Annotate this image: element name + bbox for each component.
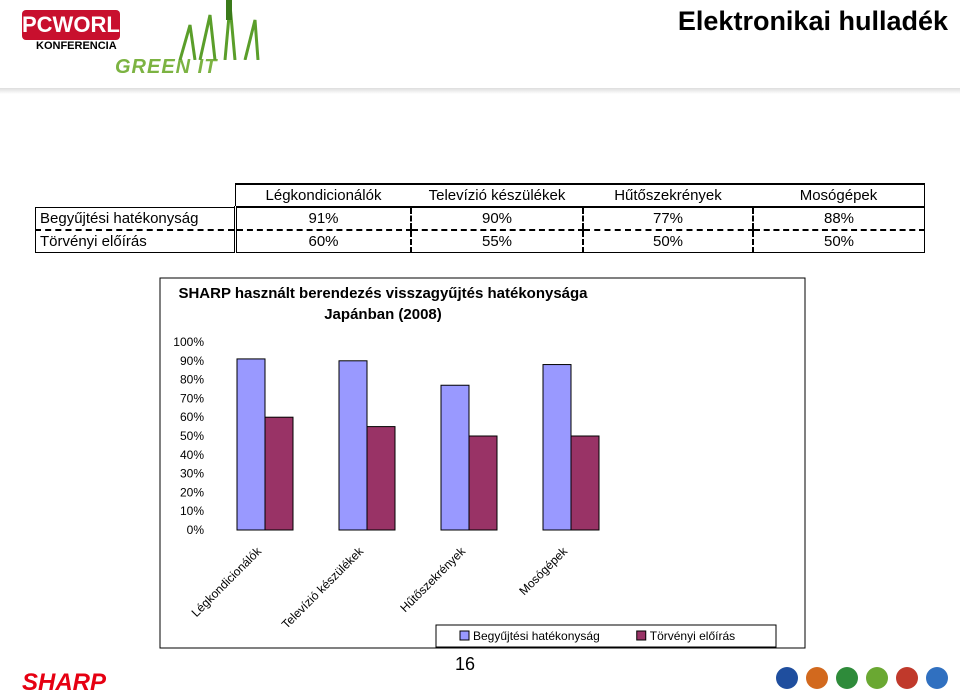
decor-dots: [776, 667, 948, 689]
bar: [338, 360, 368, 531]
x-tick-label: Mosógépek: [516, 544, 570, 598]
col-header: Légkondicionálók: [235, 183, 411, 208]
logo-pcworld: PCWORLD: [22, 10, 136, 40]
chart-title: Japánban (2008): [324, 306, 442, 323]
page-number: 16: [455, 654, 475, 674]
logo-konferencia: KONFERENCIA: [36, 40, 117, 52]
cell: 55%: [410, 230, 583, 253]
y-tick-label: 50%: [180, 429, 204, 443]
slide-title: Elektronikai hulladék: [677, 6, 948, 36]
bar: [542, 364, 572, 531]
col-header: Mosógépek: [753, 183, 925, 208]
cell: 50%: [752, 230, 925, 253]
brand-logo: SHARP: [22, 669, 107, 695]
x-tick-label: Légkondicionálók: [189, 544, 265, 620]
x-tick-label: Televízió készülékek: [279, 544, 367, 632]
x-tick-label: Hűtőszekrények: [397, 544, 468, 615]
row-label: Begyűjtési hatékonyság: [35, 206, 236, 231]
y-tick-label: 40%: [180, 448, 204, 462]
y-tick-label: 60%: [180, 410, 204, 424]
chart-title: SHARP használt berendezés visszagyűjtés …: [178, 285, 588, 302]
bar: [570, 435, 600, 531]
cell: 90%: [410, 207, 583, 231]
y-tick-label: 30%: [180, 467, 204, 481]
cell: 77%: [582, 207, 753, 231]
y-tick-label: 80%: [180, 373, 204, 387]
legend-box: [435, 624, 777, 648]
col-header: Televízió készülékek: [411, 183, 583, 208]
bar: [440, 384, 470, 531]
row-label: Törvényi előírás: [35, 230, 236, 253]
y-tick-label: 0%: [187, 523, 205, 537]
cell: 91%: [234, 207, 411, 231]
bar: [468, 435, 498, 531]
cell: 88%: [752, 207, 925, 231]
y-tick-label: 90%: [180, 354, 204, 368]
cell: 50%: [582, 230, 753, 253]
col-header: Hűtőszekrények: [583, 183, 753, 208]
data-table: Légkondicionálók Televízió készülékek Hű…: [35, 183, 925, 253]
legend-swatch: [636, 630, 647, 641]
y-tick-label: 70%: [180, 391, 204, 405]
bar: [366, 426, 396, 531]
cell: 60%: [234, 230, 411, 253]
y-tick-label: 20%: [180, 485, 204, 499]
y-tick-label: 10%: [180, 504, 204, 518]
bar: [236, 358, 266, 531]
legend-label: Törvényi előírás: [650, 629, 735, 643]
divider: [0, 88, 960, 94]
legend-swatch: [459, 630, 470, 641]
logo-green: GREEN IT: [115, 56, 218, 78]
chart-frame: [159, 277, 806, 649]
y-tick-label: 100%: [173, 335, 204, 349]
legend-label: Begyűjtési hatékonyság: [473, 629, 600, 643]
logo-grass: [178, 0, 260, 60]
bar: [264, 416, 294, 531]
